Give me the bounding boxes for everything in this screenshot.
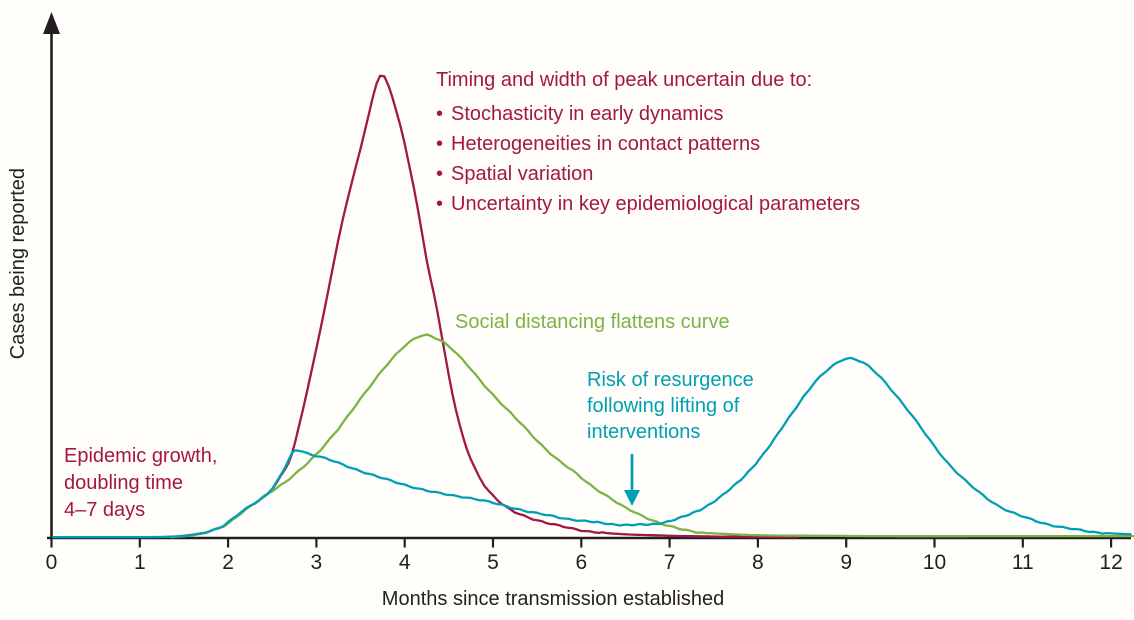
annotation-resurgence-line: following lifting of bbox=[587, 395, 740, 417]
annotation-growth-line: doubling time bbox=[64, 472, 183, 494]
x-tick-label: 3 bbox=[310, 551, 323, 574]
x-tick-label: 2 bbox=[222, 551, 234, 574]
x-axis-title: Months since transmission established bbox=[381, 588, 725, 610]
x-tick-label: 5 bbox=[487, 551, 499, 574]
uncertainty-bullet: Heterogeneities in contact patterns bbox=[436, 129, 860, 159]
uncertainty-bullet: Uncertainty in key epidemiological param… bbox=[436, 189, 860, 219]
annotation-peak-uncertainty-list: Stochasticity in early dynamics Heteroge… bbox=[436, 99, 860, 219]
x-tick-label: 4 bbox=[398, 551, 411, 574]
annotation-resurgence-risk: Risk of resurgence following lifting of … bbox=[587, 367, 754, 445]
x-tick-label: 7 bbox=[663, 551, 676, 574]
uncertainty-bullet: Stochasticity in early dynamics bbox=[436, 99, 860, 129]
annotation-growth-line: Epidemic growth, bbox=[64, 445, 218, 467]
curve-lifting-interventions bbox=[52, 356, 1132, 539]
annotation-peak-uncertainty: Timing and width of peak uncertain due t… bbox=[436, 69, 860, 219]
x-tick-label: 1 bbox=[133, 551, 146, 574]
annotation-social-distancing: Social distancing flattens curve bbox=[455, 311, 730, 333]
x-tick-label: 6 bbox=[575, 551, 588, 574]
curve-social-distancing bbox=[169, 333, 1134, 539]
x-tick-label: 8 bbox=[752, 551, 764, 574]
y-axis-title: Cases being reported bbox=[7, 168, 29, 360]
annotation-peak-uncertainty-title: Timing and width of peak uncertain due t… bbox=[436, 69, 813, 91]
annotation-resurgence-line: interventions bbox=[587, 421, 701, 443]
y-axis-arrowhead-icon bbox=[43, 12, 60, 34]
x-tick-label: 12 bbox=[1099, 551, 1123, 574]
x-tick-label: 10 bbox=[922, 551, 947, 574]
annotation-resurgence-line: Risk of resurgence bbox=[587, 369, 754, 391]
resurgence-arrow-icon bbox=[624, 490, 640, 506]
annotation-growth-line: 4–7 days bbox=[64, 499, 146, 521]
x-tick-label: 11 bbox=[1011, 551, 1034, 574]
annotation-epidemic-growth: Epidemic growth, doubling time 4–7 days bbox=[64, 443, 217, 524]
x-tick-label: 9 bbox=[840, 551, 853, 574]
uncertainty-bullet: Spatial variation bbox=[436, 159, 860, 189]
x-tick-label: 0 bbox=[45, 551, 58, 574]
